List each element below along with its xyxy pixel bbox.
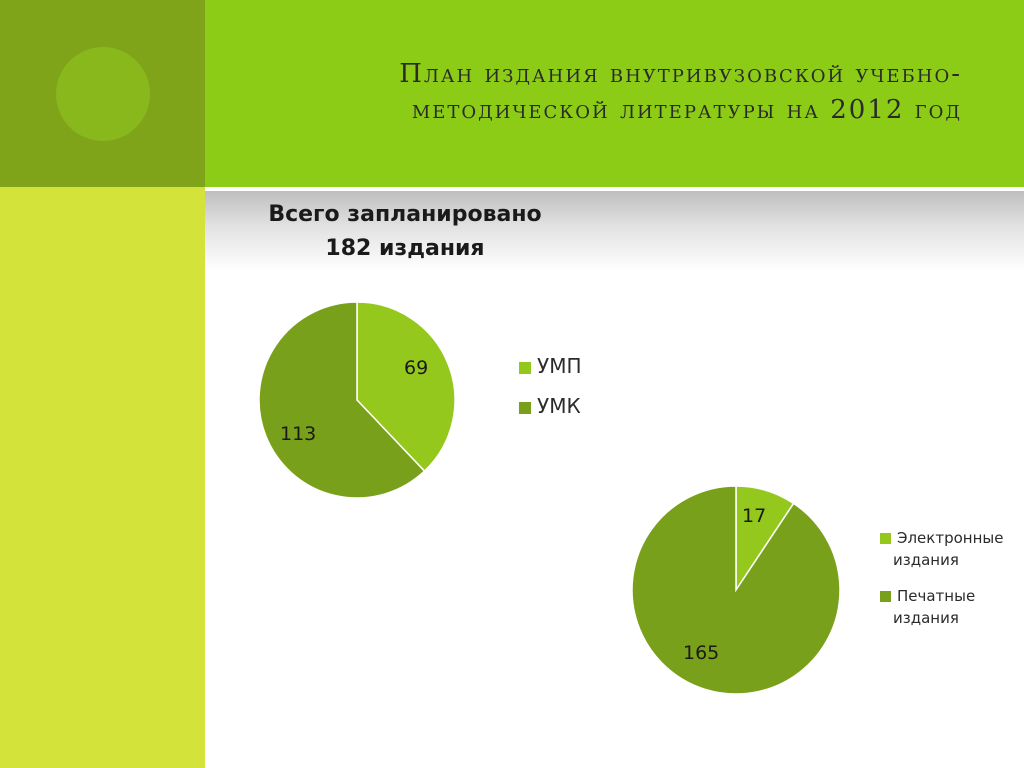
subtitle-line-2: 182 издания — [325, 236, 485, 261]
slide-title-line-2: методической литературы на 2012 год — [411, 95, 962, 125]
pie-chart-umk-ump: 69 113 УМП УМК — [258, 301, 581, 499]
legend-label-1-0: Электронные издания — [893, 529, 1003, 569]
legend-swatch-0-1 — [519, 402, 531, 414]
pie-slice-0-0 — [356, 301, 456, 473]
title-band — [205, 0, 1024, 187]
legend-label-0-1: УМК — [537, 394, 581, 418]
decor-circle — [56, 47, 150, 141]
slide-subtitle: Всего запланировано 182 издания — [235, 198, 575, 266]
legend-swatch-1-1 — [880, 591, 891, 602]
slice-value-label-0-1: 113 — [280, 423, 316, 445]
legend-swatch-1-0 — [880, 533, 891, 544]
slice-value-label-0-0: 69 — [404, 357, 428, 379]
legend-label-1-1: Печатные издания — [893, 587, 975, 627]
slice-value-label-1-0: 17 — [742, 505, 766, 527]
slide-title-line-1: План издания внутривузовской учебно- — [399, 59, 962, 89]
pie-slice-0-1 — [258, 301, 426, 499]
divider-line — [205, 187, 1024, 191]
pie-slice-1-1 — [631, 485, 841, 695]
gradient-band — [205, 191, 1024, 271]
legend-swatch-0-0 — [519, 362, 531, 374]
slice-value-label-1-1: 165 — [683, 642, 719, 664]
slide-title: План издания внутривузовской учебно- мет… — [242, 56, 962, 128]
pie-chart-print-electronic: 17 165 Электронные издания Печатные издания — [631, 485, 1003, 695]
subtitle-line-1: Всего запланировано — [268, 202, 542, 227]
legend-label-0-0: УМП — [537, 354, 581, 378]
